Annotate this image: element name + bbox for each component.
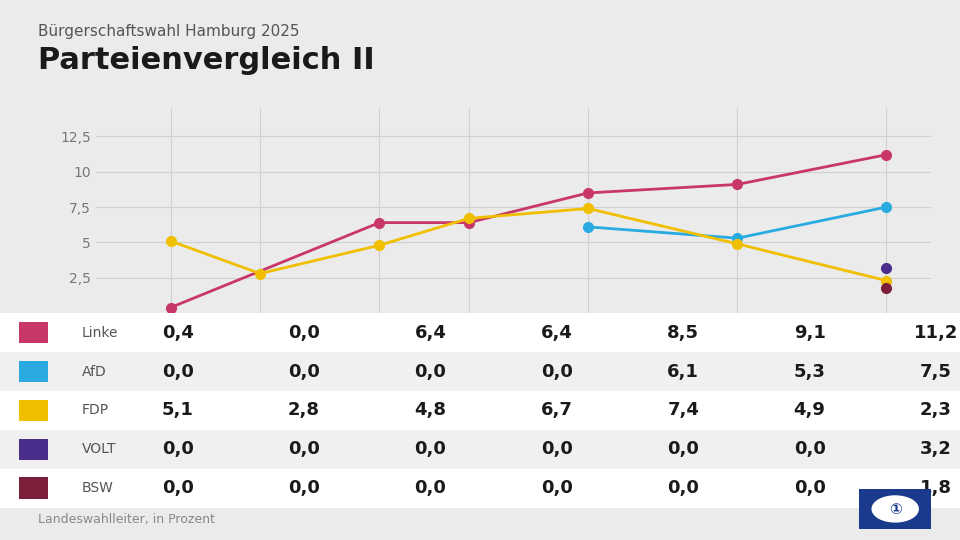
Text: FDP: FDP	[82, 403, 108, 417]
Text: 1,8: 1,8	[920, 479, 952, 497]
Text: 11,2: 11,2	[914, 323, 958, 342]
Text: 6,7: 6,7	[540, 401, 573, 420]
Text: 0,0: 0,0	[161, 362, 194, 381]
Text: Landeswahlleiter, in Prozent: Landeswahlleiter, in Prozent	[38, 514, 215, 526]
Text: 0,0: 0,0	[415, 479, 446, 497]
Text: 0,0: 0,0	[288, 362, 320, 381]
Text: 5,3: 5,3	[794, 362, 826, 381]
Text: 0,0: 0,0	[794, 440, 826, 458]
Bar	[0, 469, 960, 508]
Text: 0,0: 0,0	[667, 479, 699, 497]
Bar	[19, 477, 48, 499]
Bar	[19, 400, 48, 421]
Text: 0,0: 0,0	[794, 479, 826, 497]
Bar	[0, 313, 960, 352]
Text: ①: ①	[889, 502, 901, 517]
Text: 0,0: 0,0	[288, 323, 320, 342]
Text: 2,3: 2,3	[920, 401, 952, 420]
Text: Bürgerschaftswahl Hamburg 2025: Bürgerschaftswahl Hamburg 2025	[38, 24, 300, 39]
Text: 8,5: 8,5	[667, 323, 699, 342]
Text: 7,4: 7,4	[667, 401, 699, 420]
Bar	[19, 322, 48, 343]
Circle shape	[872, 496, 918, 522]
Text: 5,1: 5,1	[161, 401, 194, 420]
Text: 0,0: 0,0	[288, 440, 320, 458]
Text: 0,0: 0,0	[415, 362, 446, 381]
Text: 0,0: 0,0	[415, 440, 446, 458]
Text: 0,0: 0,0	[540, 479, 573, 497]
Text: 6,1: 6,1	[667, 362, 699, 381]
Text: 6,4: 6,4	[415, 323, 446, 342]
Text: 6,4: 6,4	[540, 323, 573, 342]
Text: AfD: AfD	[82, 364, 107, 379]
Text: 0,0: 0,0	[161, 479, 194, 497]
Bar	[19, 361, 48, 382]
Text: VOLT: VOLT	[82, 442, 116, 456]
Text: BSW: BSW	[82, 481, 113, 495]
Bar	[19, 438, 48, 460]
Bar	[0, 391, 960, 430]
FancyBboxPatch shape	[855, 487, 935, 531]
Text: 9,1: 9,1	[794, 323, 826, 342]
Text: 3,2: 3,2	[920, 440, 952, 458]
Text: 0,0: 0,0	[161, 440, 194, 458]
Text: 2,8: 2,8	[288, 401, 320, 420]
Text: 7,5: 7,5	[920, 362, 952, 381]
Text: 0,4: 0,4	[161, 323, 194, 342]
Text: 0,0: 0,0	[667, 440, 699, 458]
Text: 4,9: 4,9	[794, 401, 826, 420]
Text: Parteienvergleich II: Parteienvergleich II	[38, 46, 375, 75]
Text: 0,0: 0,0	[540, 440, 573, 458]
Text: 4,8: 4,8	[415, 401, 446, 420]
Text: Linke: Linke	[82, 326, 118, 340]
Bar	[0, 352, 960, 391]
Bar	[0, 430, 960, 469]
Text: 0,0: 0,0	[540, 362, 573, 381]
Text: 0,0: 0,0	[288, 479, 320, 497]
